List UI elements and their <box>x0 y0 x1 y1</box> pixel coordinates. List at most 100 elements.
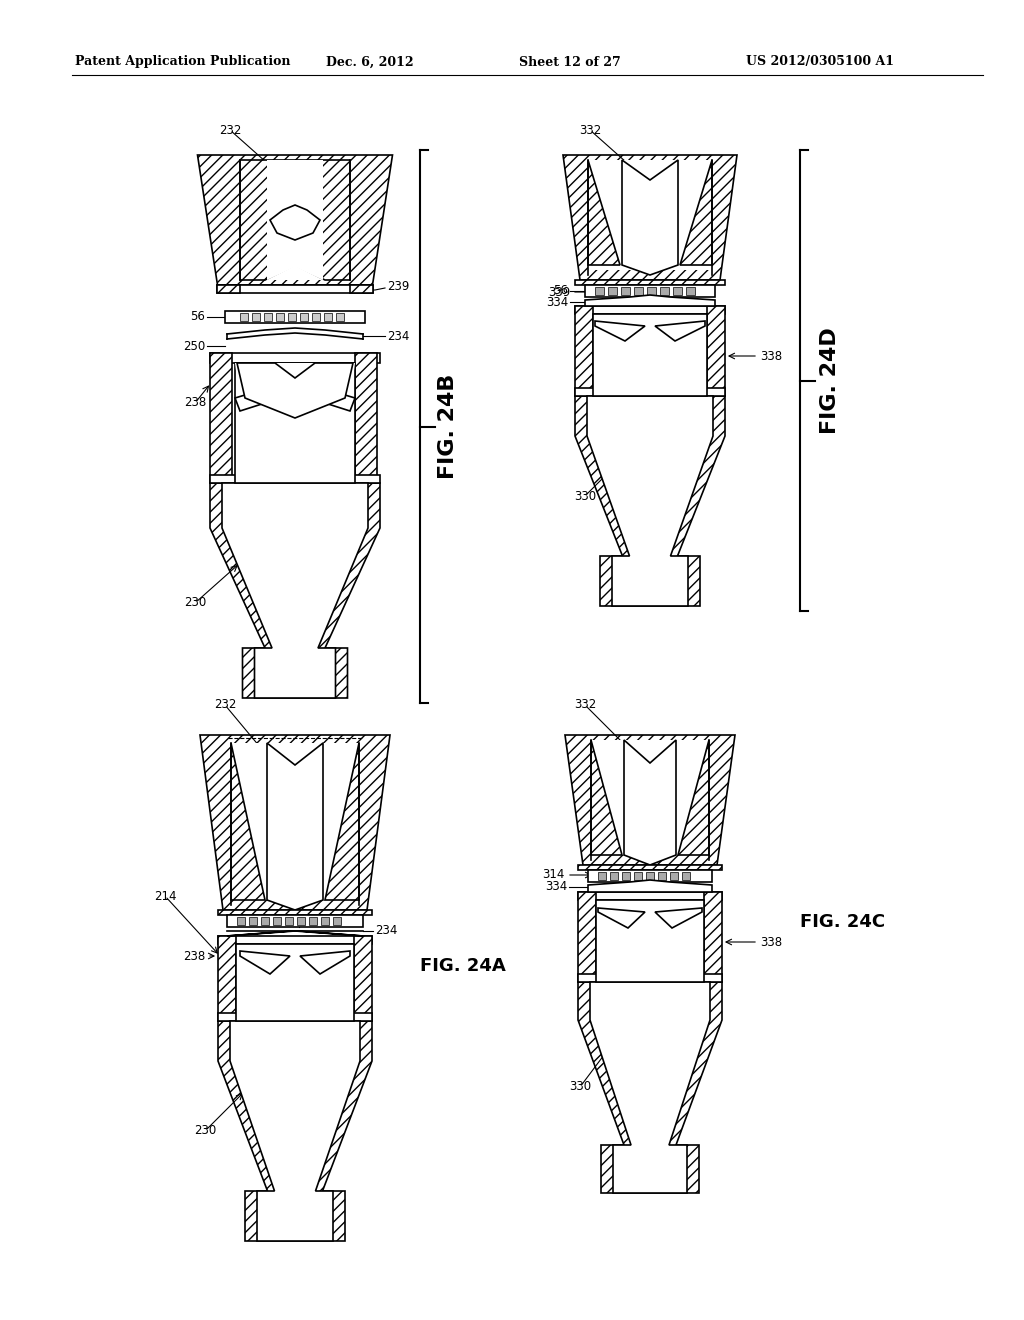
Polygon shape <box>218 1020 372 1241</box>
Polygon shape <box>300 383 355 411</box>
Polygon shape <box>595 286 604 294</box>
Polygon shape <box>240 313 248 321</box>
Text: 330: 330 <box>569 1081 591 1093</box>
Text: 314: 314 <box>543 869 565 882</box>
Polygon shape <box>225 312 365 323</box>
Text: 330: 330 <box>573 490 596 503</box>
Polygon shape <box>590 982 710 1193</box>
Polygon shape <box>646 873 654 880</box>
Polygon shape <box>325 743 359 900</box>
Text: 56: 56 <box>190 310 205 323</box>
Polygon shape <box>273 917 281 925</box>
Polygon shape <box>217 285 240 293</box>
Polygon shape <box>198 154 392 285</box>
Polygon shape <box>587 396 713 606</box>
Polygon shape <box>270 205 319 240</box>
Polygon shape <box>655 908 702 928</box>
Polygon shape <box>300 313 308 321</box>
Text: 338: 338 <box>760 350 782 363</box>
Polygon shape <box>267 160 323 280</box>
Polygon shape <box>622 873 630 880</box>
Polygon shape <box>261 917 269 925</box>
Text: FIG. 24A: FIG. 24A <box>420 957 506 975</box>
Polygon shape <box>578 974 722 982</box>
Polygon shape <box>217 285 373 293</box>
Polygon shape <box>575 396 725 606</box>
Text: 239: 239 <box>300 908 323 921</box>
Polygon shape <box>634 286 643 294</box>
Text: Patent Application Publication: Patent Application Publication <box>75 55 291 69</box>
Polygon shape <box>634 873 642 880</box>
Polygon shape <box>264 313 272 321</box>
Polygon shape <box>312 313 319 321</box>
Polygon shape <box>295 931 362 936</box>
Polygon shape <box>585 285 715 297</box>
Polygon shape <box>563 154 737 280</box>
Polygon shape <box>336 313 344 321</box>
Text: FIG. 24D: FIG. 24D <box>820 327 840 434</box>
Polygon shape <box>231 743 265 900</box>
Polygon shape <box>622 160 678 275</box>
Polygon shape <box>218 936 372 944</box>
Polygon shape <box>575 306 725 314</box>
Polygon shape <box>575 280 725 285</box>
Polygon shape <box>575 388 725 396</box>
Polygon shape <box>624 741 676 865</box>
Polygon shape <box>678 741 709 855</box>
Text: Sheet 12 of 27: Sheet 12 of 27 <box>519 55 621 69</box>
Polygon shape <box>285 917 293 925</box>
Polygon shape <box>210 352 232 483</box>
Polygon shape <box>234 363 355 473</box>
Polygon shape <box>705 892 722 982</box>
Text: 339: 339 <box>548 285 570 298</box>
Polygon shape <box>588 160 712 271</box>
Text: 338: 338 <box>760 936 782 949</box>
Text: 230: 230 <box>184 597 206 610</box>
Polygon shape <box>595 321 645 341</box>
Text: 239: 239 <box>387 281 410 293</box>
Polygon shape <box>350 285 373 293</box>
Text: 232: 232 <box>219 124 242 136</box>
Polygon shape <box>218 1012 372 1020</box>
Polygon shape <box>218 909 372 915</box>
Text: 250: 250 <box>182 339 205 352</box>
Text: 339: 339 <box>655 863 677 876</box>
Polygon shape <box>588 870 712 882</box>
Polygon shape <box>354 936 372 1020</box>
Text: US 2012/0305100 A1: US 2012/0305100 A1 <box>746 55 894 69</box>
Polygon shape <box>655 321 705 341</box>
Text: 238: 238 <box>184 396 206 409</box>
Polygon shape <box>230 1020 360 1241</box>
Polygon shape <box>236 944 354 1020</box>
Polygon shape <box>565 735 735 865</box>
Polygon shape <box>578 892 596 982</box>
Polygon shape <box>588 880 712 892</box>
Polygon shape <box>608 286 617 294</box>
Text: 334: 334 <box>546 296 568 309</box>
Polygon shape <box>333 917 341 925</box>
Polygon shape <box>658 873 666 880</box>
Text: FIG. 24C: FIG. 24C <box>800 913 885 931</box>
Text: 234: 234 <box>387 330 410 342</box>
Polygon shape <box>237 917 245 925</box>
Polygon shape <box>591 741 709 855</box>
Polygon shape <box>682 873 690 880</box>
Polygon shape <box>252 313 260 321</box>
Polygon shape <box>227 931 295 936</box>
Polygon shape <box>227 915 362 927</box>
Polygon shape <box>267 743 323 909</box>
Polygon shape <box>680 160 712 265</box>
Polygon shape <box>575 306 593 396</box>
Polygon shape <box>598 908 645 928</box>
Polygon shape <box>621 286 630 294</box>
Text: 334: 334 <box>545 880 567 894</box>
Text: 56: 56 <box>553 285 568 297</box>
Polygon shape <box>218 936 236 1020</box>
Text: 238: 238 <box>182 949 205 962</box>
Polygon shape <box>591 741 622 855</box>
Polygon shape <box>673 286 682 294</box>
Polygon shape <box>578 982 722 1193</box>
Polygon shape <box>578 865 722 870</box>
Text: 232: 232 <box>214 698 237 711</box>
Polygon shape <box>707 306 725 396</box>
